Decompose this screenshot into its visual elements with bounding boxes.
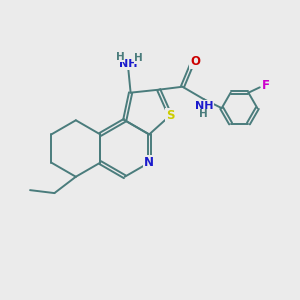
Text: N: N [144,156,154,169]
Text: H: H [134,53,143,64]
Text: F: F [262,80,270,92]
Text: H: H [199,109,208,119]
Text: H: H [116,52,124,62]
Text: S: S [166,109,174,122]
Text: O: O [190,55,200,68]
Text: NH: NH [195,101,213,111]
Text: NH: NH [119,59,137,69]
